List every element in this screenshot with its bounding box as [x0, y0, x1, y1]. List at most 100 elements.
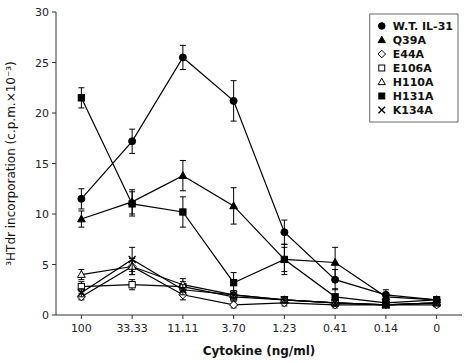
y-tick-label: 0 — [42, 309, 49, 322]
legend-label: H110A — [393, 76, 434, 89]
point — [230, 280, 236, 286]
error-bar — [231, 81, 237, 121]
legend-label: E106A — [393, 62, 432, 75]
series-line — [81, 98, 436, 303]
point — [78, 271, 86, 278]
x-tick-label: 33.33 — [116, 322, 148, 335]
point — [230, 301, 238, 309]
series — [78, 280, 440, 308]
error-bar — [231, 273, 237, 293]
error-bar — [78, 189, 84, 209]
point — [78, 195, 85, 202]
x-tick-label: 0 — [433, 322, 440, 335]
point — [179, 172, 187, 179]
error-bar — [180, 45, 186, 69]
legend-box — [370, 14, 458, 122]
error-bar — [231, 188, 237, 224]
legend-symbol — [379, 65, 385, 71]
point — [281, 296, 288, 303]
x-tick-label: 1.23 — [272, 322, 297, 335]
legend-symbol — [379, 93, 385, 99]
series-line — [81, 57, 436, 299]
legend-symbol — [378, 23, 385, 30]
error-bar — [180, 197, 186, 227]
y-tick-label: 30 — [35, 6, 49, 19]
point — [129, 138, 136, 145]
chart: 05101520253010033.3311.113.701.230.410.1… — [0, 0, 474, 363]
y-tick — [52, 163, 56, 164]
point — [230, 97, 237, 104]
x-axis-label: Cytokine (ng/ml) — [203, 344, 316, 358]
point — [433, 299, 440, 306]
y-tick-label: 25 — [35, 57, 49, 70]
x-tick — [182, 315, 183, 319]
legend-label: K134A — [393, 104, 433, 117]
y-tick — [52, 62, 56, 63]
x-tick-label: 3.70 — [221, 322, 246, 335]
x-tick-label: 11.11 — [167, 322, 199, 335]
error-bar — [231, 291, 237, 299]
point — [78, 289, 85, 296]
legend-label: Q39A — [393, 34, 427, 47]
legend-symbol — [378, 36, 385, 42]
axes: 05101520253010033.3311.113.701.230.410.1… — [35, 6, 462, 335]
error-bar — [78, 270, 84, 280]
error-bar — [332, 247, 338, 277]
y-tick — [52, 214, 56, 215]
legend-label: E44A — [393, 48, 425, 61]
point — [332, 294, 338, 300]
point — [281, 256, 287, 262]
x-tick-label: 100 — [71, 322, 92, 335]
x-tick — [233, 315, 234, 319]
point — [230, 202, 238, 209]
error-bar — [281, 297, 287, 303]
legend-symbol — [378, 50, 386, 58]
legend-symbol — [378, 107, 385, 114]
point — [129, 282, 135, 288]
series-line — [81, 176, 436, 300]
error-bar — [281, 220, 287, 244]
error-bar — [180, 160, 186, 190]
legend: W.T. IL-31Q39AE44AE106AH110AH131AK134A — [370, 14, 458, 122]
series — [78, 247, 440, 308]
legend-label: W.T. IL-31 — [393, 20, 453, 33]
point — [78, 215, 86, 222]
x-tick — [132, 315, 133, 319]
error-bar — [78, 88, 84, 108]
error-bar — [332, 300, 338, 306]
point — [281, 229, 288, 236]
point — [281, 255, 289, 262]
y-tick — [52, 12, 56, 13]
error-bar — [129, 192, 135, 216]
x-tick — [436, 315, 437, 319]
series — [78, 160, 441, 302]
point — [78, 95, 84, 101]
x-tick — [385, 315, 386, 319]
x-tick — [81, 315, 82, 319]
point — [179, 54, 186, 61]
point — [180, 209, 186, 215]
error-bar — [129, 247, 135, 271]
x-tick — [284, 315, 285, 319]
y-tick — [52, 315, 56, 316]
y-axis-label: ³HTdr incorporation (c.p.m.×10⁻³) — [4, 61, 18, 266]
x-tick — [335, 315, 336, 319]
error-bar — [129, 280, 135, 290]
error-bar — [78, 289, 84, 297]
x-tick-label: 0.14 — [374, 322, 399, 335]
x-tick-label: 0.41 — [323, 322, 348, 335]
point — [129, 256, 136, 263]
error-bar — [78, 211, 84, 227]
y-tick-label: 10 — [35, 208, 49, 221]
point — [129, 201, 135, 207]
y-tick-label: 20 — [35, 107, 49, 120]
y-tick-label: 15 — [35, 158, 49, 171]
point — [179, 286, 186, 293]
point — [331, 258, 339, 265]
y-tick — [52, 264, 56, 265]
y-tick — [52, 113, 56, 114]
y-axis-line — [56, 12, 57, 315]
legend-symbol — [378, 78, 385, 84]
legend-label: H131A — [393, 90, 434, 103]
point — [382, 301, 389, 308]
